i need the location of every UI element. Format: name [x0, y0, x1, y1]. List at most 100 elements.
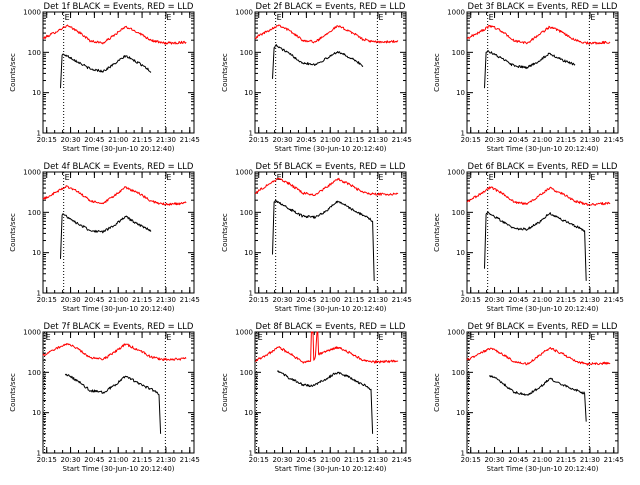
x-tick-label: 21:30 [156, 296, 176, 304]
x-tick-label: 21:30 [368, 456, 388, 464]
x-tick-label: 21:15 [556, 136, 576, 144]
y-tick-label: 1 [37, 290, 41, 298]
x-axis-title: Start Time (30-Jun-10 20:12:40) [487, 305, 599, 313]
x-tick-label: 21:45 [180, 296, 200, 304]
x-tick-label: 20:30 [484, 296, 504, 304]
x-axis-title: Start Time (30-Jun-10 20:12:40) [275, 145, 387, 153]
y-tick-label: 1 [37, 450, 41, 458]
y-tick-label: 100 [28, 49, 41, 57]
x-tick-label: 20:45 [296, 296, 316, 304]
y-tick-label: 10 [32, 249, 41, 257]
event-marker-label: E [378, 13, 383, 22]
x-axis-title: Start Time (30-Jun-10 20:12:40) [63, 465, 175, 473]
series-events-line [60, 213, 152, 259]
event-marker-label: E [46, 333, 51, 342]
x-tick-label: 21:30 [368, 136, 388, 144]
x-tick-label: 20:30 [272, 296, 292, 304]
x-tick-label: 20:45 [296, 136, 316, 144]
x-tick-label: 21:45 [180, 456, 200, 464]
series-events-line [484, 211, 587, 281]
series-lld-line [42, 24, 187, 45]
chart-title: Det 6f BLACK = Events, RED = LLD [468, 162, 618, 172]
event-marker-label: E [470, 333, 475, 342]
x-tick-label: 20:15 [461, 136, 481, 144]
series-events-line [484, 50, 576, 89]
chart-panel: Det 5f BLACK = Events, RED = LLD 1 10 100 10… [221, 162, 412, 313]
chart-panel: Det 9f BLACK = Events, RED = LLD 1 10 100 10… [433, 322, 624, 473]
chart-panel: Det 8f BLACK = Events, RED = LLD 1 10 100 10… [221, 322, 412, 473]
x-tick-label: 21:30 [580, 296, 600, 304]
y-tick-label: 10 [456, 409, 465, 417]
chart-title: Det 1f BLACK = Events, RED = LLD [44, 2, 194, 12]
y-tick-label: 1000 [23, 169, 41, 177]
y-axis-title: Counts/sec [433, 53, 441, 92]
x-tick-label: 21:45 [180, 136, 200, 144]
chart-title: Det 4f BLACK = Events, RED = LLD [44, 162, 194, 172]
series-lld-line [255, 331, 399, 364]
series-events-line [488, 375, 587, 422]
y-tick-label: 1000 [235, 329, 253, 337]
x-tick-label: 20:30 [272, 136, 292, 144]
x-tick-label: 21:15 [556, 296, 576, 304]
series-lld-line [254, 24, 399, 44]
x-axis-title: Start Time (30-Jun-10 20:12:40) [487, 145, 599, 153]
y-tick-label: 10 [244, 89, 253, 97]
x-tick-label: 21:15 [132, 136, 152, 144]
event-marker-label: E [277, 13, 282, 22]
y-tick-label: 1 [461, 450, 465, 458]
x-tick-label: 20:30 [272, 456, 292, 464]
y-tick-label: 100 [240, 369, 253, 377]
y-tick-label: 1 [461, 290, 465, 298]
y-axis-title: Counts/sec [221, 373, 229, 412]
x-axis-title: Start Time (30-Jun-10 20:12:40) [63, 305, 175, 313]
y-tick-label: 1000 [23, 329, 41, 337]
x-tick-label: 21:15 [132, 296, 152, 304]
event-marker-label: E [65, 13, 70, 22]
x-tick-label: 21:30 [580, 456, 600, 464]
series-lld-line [42, 185, 187, 206]
event-marker-label: E [590, 13, 595, 22]
plot-frame [254, 171, 407, 294]
event-marker-label: E [166, 333, 171, 342]
x-tick-label: 21:30 [580, 136, 600, 144]
series-events-line [60, 53, 152, 89]
x-tick-label: 20:45 [296, 456, 316, 464]
y-tick-label: 1 [461, 130, 465, 138]
y-tick-label: 100 [452, 369, 465, 377]
y-axis-title: Counts/sec [9, 53, 17, 92]
event-marker-label: E [590, 173, 595, 182]
series-events-line [276, 370, 374, 434]
event-marker-label: E [378, 333, 383, 342]
x-tick-label: 21:00 [108, 296, 128, 304]
series-events-line [64, 373, 162, 434]
series-lld-line [466, 25, 611, 45]
x-tick-label: 20:45 [508, 136, 528, 144]
chart-title: Det 2f BLACK = Events, RED = LLD [256, 2, 406, 12]
x-tick-label: 21:00 [532, 456, 552, 464]
series-lld-line [466, 347, 611, 366]
x-tick-label: 21:45 [604, 296, 624, 304]
x-tick-label: 20:30 [60, 456, 80, 464]
event-marker-label: E [489, 13, 494, 22]
x-tick-label: 21:00 [320, 296, 340, 304]
chart-panel: Det 7f BLACK = Events, RED = LLD 1 10 100 10… [9, 322, 200, 473]
series-lld-line [42, 343, 187, 361]
y-axis-title: Counts/sec [9, 373, 17, 412]
x-tick-label: 20:15 [37, 296, 57, 304]
x-tick-label: 21:00 [532, 136, 552, 144]
x-tick-label: 21:00 [532, 296, 552, 304]
x-axis-title: Start Time (30-Jun-10 20:12:40) [63, 145, 175, 153]
y-axis-title: Counts/sec [9, 213, 17, 252]
y-tick-label: 100 [28, 369, 41, 377]
x-tick-label: 20:15 [37, 136, 57, 144]
y-tick-label: 100 [240, 49, 253, 57]
x-tick-label: 21:30 [156, 456, 176, 464]
x-tick-label: 21:15 [132, 456, 152, 464]
y-tick-label: 1 [249, 290, 253, 298]
event-marker-label: E [166, 173, 171, 182]
x-tick-label: 21:45 [392, 136, 412, 144]
y-tick-label: 1000 [447, 9, 465, 17]
chart-panel: Det 3f BLACK = Events, RED = LLD 1 10 100 10… [433, 2, 624, 153]
event-marker-label: E [166, 13, 171, 22]
